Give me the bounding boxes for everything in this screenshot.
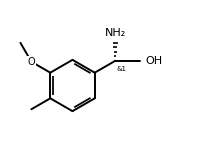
Text: NH₂: NH₂ <box>105 28 126 38</box>
Text: O: O <box>27 57 35 67</box>
Text: OH: OH <box>146 56 163 66</box>
Text: &1: &1 <box>116 66 126 72</box>
